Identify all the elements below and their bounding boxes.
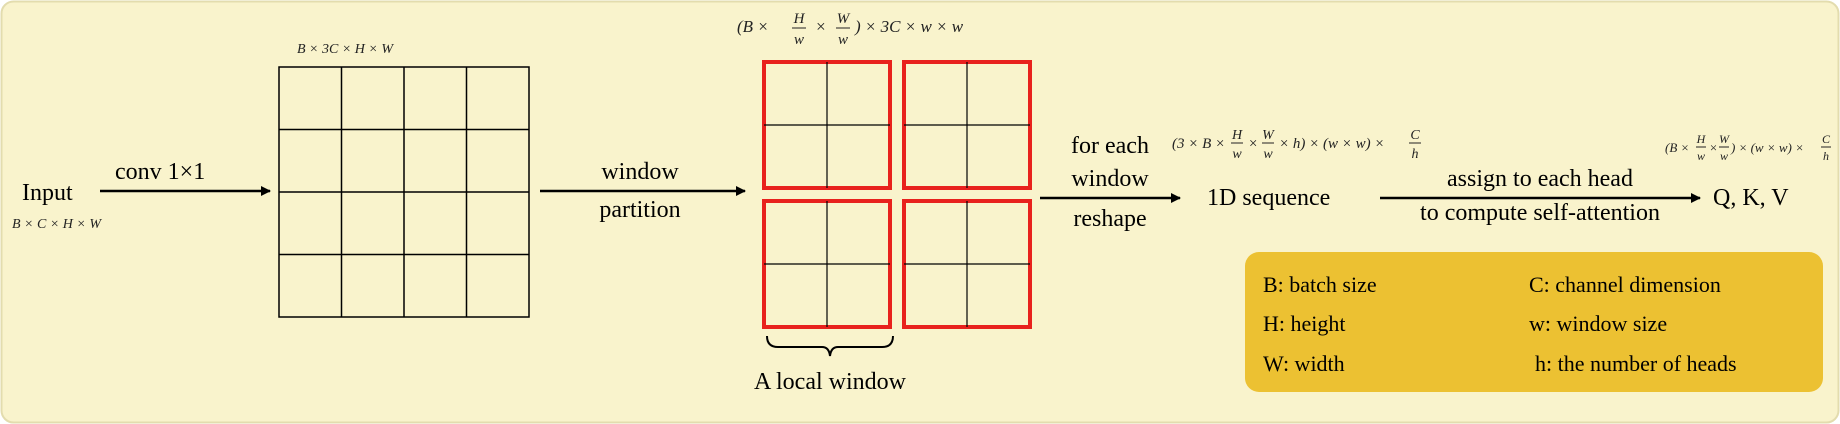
legend-item-number-of-heads: h: the number of heads bbox=[1535, 351, 1737, 376]
partition-shape: (B × H w × W w ) × 3C × w × w bbox=[737, 11, 964, 48]
svg-text:W: W bbox=[1262, 128, 1275, 143]
svg-text:w: w bbox=[1720, 149, 1728, 163]
local-window-label: A local window bbox=[754, 369, 907, 395]
svg-text:× h) × (w × w) ×: × h) × (w × w) × bbox=[1279, 136, 1384, 152]
svg-text:×: × bbox=[815, 17, 826, 36]
svg-text:W: W bbox=[837, 11, 851, 27]
reshape-label-line3: reshape bbox=[1073, 206, 1146, 232]
partition-label-line1: window bbox=[601, 159, 679, 185]
svg-text:H: H bbox=[1696, 132, 1707, 146]
svg-text:C: C bbox=[1822, 132, 1831, 146]
partition-label-line2: partition bbox=[599, 197, 680, 223]
svg-text:w: w bbox=[838, 32, 848, 48]
window-bottom-left bbox=[762, 199, 892, 329]
assign-label-line1: assign to each head bbox=[1447, 166, 1633, 192]
svg-text:C: C bbox=[1410, 128, 1420, 143]
svg-text:H: H bbox=[793, 11, 806, 27]
svg-text:w: w bbox=[1263, 147, 1273, 162]
legend-item-channel-dimension: C: channel dimension bbox=[1529, 272, 1721, 297]
input-shape: B × C × H × W bbox=[12, 217, 102, 232]
assign-label-line2: to compute self-attention bbox=[1420, 200, 1660, 226]
svg-text:w: w bbox=[1232, 147, 1242, 162]
svg-text:(B ×: (B × bbox=[1665, 140, 1689, 155]
reshape-label-line1: for each bbox=[1071, 133, 1149, 159]
svg-text:(3 × B ×: (3 × B × bbox=[1172, 136, 1225, 152]
svg-text:(B ×: (B × bbox=[737, 17, 769, 36]
legend-item-height: H: height bbox=[1263, 311, 1346, 336]
input-label: Input bbox=[22, 180, 73, 206]
svg-text:×: × bbox=[1248, 136, 1258, 152]
legend-box: B: batch size C: channel dimension H: he… bbox=[1245, 252, 1823, 392]
conv-label: conv 1×1 bbox=[115, 159, 205, 185]
qkv-shape: (B × H w × W w ) × (w × w) × C h bbox=[1665, 132, 1831, 163]
window-top-right bbox=[902, 60, 1032, 190]
svg-text:w: w bbox=[794, 32, 804, 48]
svg-text:) × (w × w) ×: ) × (w × w) × bbox=[1730, 140, 1804, 155]
conv-shape: B × 3C × H × W bbox=[297, 42, 394, 57]
svg-text:w: w bbox=[1697, 149, 1705, 163]
legend-item-width: W: width bbox=[1263, 351, 1345, 376]
reshape-label-line2: window bbox=[1071, 166, 1149, 192]
window-bottom-right bbox=[902, 199, 1032, 329]
svg-text:H: H bbox=[1231, 128, 1243, 143]
svg-text:×: × bbox=[1709, 140, 1718, 155]
legend-item-window-size: w: window size bbox=[1529, 311, 1667, 336]
qkv-label: Q, K, V bbox=[1713, 185, 1789, 211]
svg-text:W: W bbox=[1719, 132, 1730, 146]
svg-text:) × 3C × w × w: ) × 3C × w × w bbox=[854, 17, 964, 36]
sequence-label: 1D sequence bbox=[1207, 185, 1330, 211]
window-top-left bbox=[762, 60, 892, 190]
svg-text:h: h bbox=[1412, 147, 1419, 162]
svg-text:h: h bbox=[1823, 149, 1829, 163]
reshape-shape: (3 × B × H w × W w × h) × (w × w) × C h bbox=[1172, 128, 1421, 162]
local-window-brace bbox=[766, 335, 894, 357]
legend-item-batch-size: B: batch size bbox=[1263, 272, 1377, 297]
feature-grid bbox=[278, 66, 530, 318]
